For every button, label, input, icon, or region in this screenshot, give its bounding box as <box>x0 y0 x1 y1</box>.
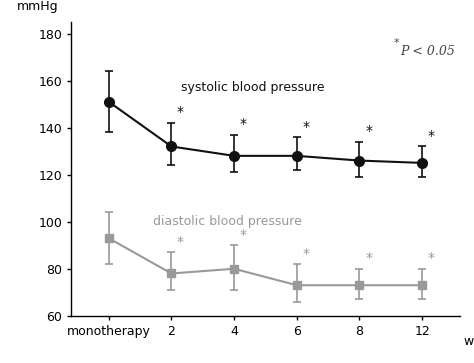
Text: *: * <box>365 251 372 265</box>
Text: *: * <box>428 129 435 143</box>
Text: *: * <box>240 117 247 131</box>
Text: *: * <box>240 228 247 242</box>
Text: *: * <box>302 119 310 134</box>
Text: *: * <box>365 124 372 138</box>
Text: diastolic blood pressure: diastolic blood pressure <box>153 215 301 228</box>
Text: *: * <box>428 251 435 265</box>
Text: *: * <box>394 38 400 48</box>
Text: *: * <box>302 246 310 261</box>
Text: *: * <box>177 235 184 249</box>
Text: P < 0.05: P < 0.05 <box>400 45 455 58</box>
Text: *: * <box>177 105 184 119</box>
Text: systolic blood pressure: systolic blood pressure <box>181 81 324 94</box>
Text: week: week <box>464 335 474 348</box>
Text: mmHg: mmHg <box>17 0 58 13</box>
